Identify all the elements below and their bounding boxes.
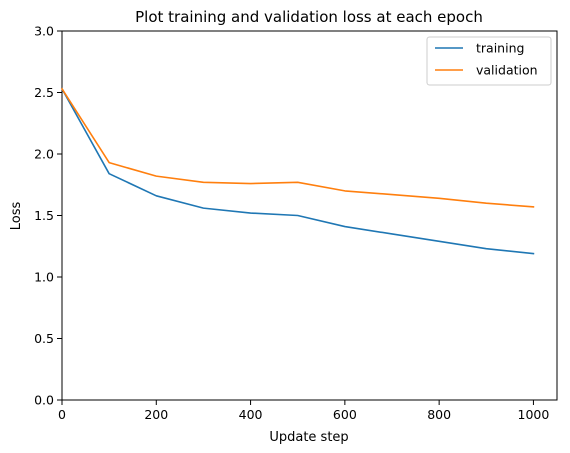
y-tick-label: 2.0 [34, 147, 54, 162]
x-tick-label: 0 [58, 407, 66, 422]
y-tick-label: 0.5 [34, 331, 54, 346]
legend-label-training: training [476, 41, 524, 56]
y-axis-label: Loss [9, 202, 24, 231]
x-tick-label: 800 [427, 407, 451, 422]
y-tick-label: 1.5 [34, 208, 54, 223]
y-tick-label: 2.5 [34, 85, 54, 100]
y-tick-label: 0.0 [34, 393, 54, 408]
x-tick-label: 600 [333, 407, 357, 422]
chart-title: Plot training and validation loss at eac… [135, 8, 483, 26]
y-tick-label: 1.0 [34, 270, 54, 285]
x-axis-label: Update step [269, 430, 348, 445]
legend-box [426, 36, 552, 86]
legend-label-validation: validation [476, 63, 538, 78]
y-axis-ticks: 0.0 0.5 1.0 1.5 2.0 2.5 3.0 [34, 24, 62, 408]
x-tick-label: 200 [144, 407, 168, 422]
series-line-training [60, 87, 535, 255]
series-line-validation [60, 87, 535, 208]
y-tick-label: 3.0 [34, 24, 54, 39]
series-layer [60, 87, 535, 255]
x-tick-label: 1000 [518, 407, 550, 422]
x-axis-ticks: 0 200 400 600 800 1000 [58, 400, 549, 422]
legend: training validation [426, 36, 552, 86]
x-tick-label: 400 [239, 407, 263, 422]
